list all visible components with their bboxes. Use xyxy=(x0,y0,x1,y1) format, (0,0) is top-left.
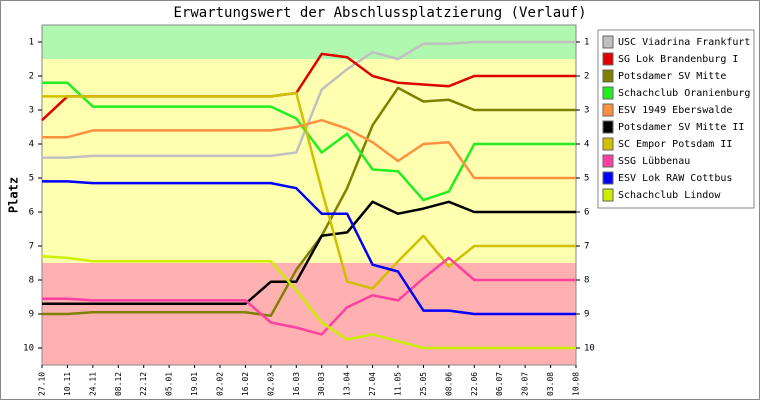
y-axis-label: Platz xyxy=(7,177,21,213)
legend-swatch xyxy=(602,103,614,117)
legend-label: Potsdamer SV Mitte xyxy=(618,71,726,82)
legend-swatch xyxy=(602,86,614,100)
legend-label: ESV 1949 Eberswalde xyxy=(618,105,732,116)
legend-swatch xyxy=(602,188,614,202)
plot-border xyxy=(41,24,577,366)
x-tick-label: 02.02 xyxy=(216,372,225,396)
y-tick-label-right: 10 xyxy=(584,344,595,354)
legend-label: USC Viadrina Frankfurt xyxy=(618,37,750,48)
legend-swatch xyxy=(602,120,614,134)
series-line xyxy=(42,91,576,290)
legend-swatch xyxy=(602,154,614,168)
x-tick-label: 16.03 xyxy=(292,372,301,396)
legend-swatch xyxy=(602,137,614,151)
x-tick-label: 22.06 xyxy=(470,372,479,396)
y-tick-label-right: 6 xyxy=(584,208,589,218)
x-tick-label: 27.10 xyxy=(38,372,47,396)
x-tick-label: 20.07 xyxy=(521,372,530,396)
y-tick-label-right: 3 xyxy=(584,106,589,116)
legend-swatch xyxy=(602,35,614,49)
x-tick-label: 10.11 xyxy=(63,372,72,396)
y-tick-label: 1 xyxy=(29,38,34,48)
band xyxy=(42,59,576,263)
y-tick-label-right: 2 xyxy=(584,72,589,82)
y-tick-label: 5 xyxy=(29,174,34,184)
series-line xyxy=(42,200,576,306)
x-tick-label: 10.08 xyxy=(572,372,581,396)
legend-swatch xyxy=(602,69,614,83)
x-tick-label: 24.11 xyxy=(88,372,97,396)
x-tick-label: 30.03 xyxy=(317,372,326,396)
x-tick-label: 06.07 xyxy=(495,372,504,396)
legend-swatch xyxy=(602,171,614,185)
y-tick-label: 10 xyxy=(23,344,34,354)
series-line xyxy=(42,81,576,202)
y-tick-label: 9 xyxy=(29,310,34,320)
y-tick-label: 8 xyxy=(29,276,34,286)
x-tick-label: 05.01 xyxy=(165,372,174,396)
series-line xyxy=(41,254,576,350)
x-tick-label: 22.12 xyxy=(139,372,148,396)
legend-box xyxy=(597,29,755,209)
x-tick-label: 25.05 xyxy=(419,372,428,396)
x-tick-label: 13.04 xyxy=(343,372,352,396)
x-tick-label: 08.06 xyxy=(444,372,453,396)
y-tick-label-right: 9 xyxy=(584,310,589,320)
y-tick-label: 3 xyxy=(29,106,34,116)
x-tick-label: 11.05 xyxy=(394,372,403,396)
y-tick-label-right: 7 xyxy=(584,242,589,252)
series-line xyxy=(42,40,576,159)
y-tick-label-right: 5 xyxy=(584,174,589,184)
y-tick-label: 6 xyxy=(29,208,34,218)
x-tick-label: 02.03 xyxy=(266,372,275,396)
legend-swatch xyxy=(602,52,614,66)
y-tick-label: 2 xyxy=(29,72,34,82)
series-line xyxy=(42,256,576,336)
series-line xyxy=(42,118,576,180)
y-tick-label-right: 8 xyxy=(584,276,589,286)
x-tick-label: 03.08 xyxy=(546,372,555,396)
y-tick-label: 7 xyxy=(29,242,34,252)
x-tick-label: 27.04 xyxy=(368,372,377,396)
legend-label: Schachclub Oranienburg xyxy=(618,88,750,99)
series-line xyxy=(42,180,576,316)
legend-label: SG Lok Brandenburg I xyxy=(618,54,738,65)
chart-title: Erwartungswert der Abschlussplatzierung … xyxy=(173,5,586,21)
legend-label: SC Empor Potsdam II xyxy=(618,139,732,150)
y-tick-label: 4 xyxy=(29,140,34,150)
legend-label: Schachclub Lindow xyxy=(618,190,721,201)
y-tick-label-right: 4 xyxy=(584,140,589,150)
legend-label: ESV Lok RAW Cottbus xyxy=(618,173,732,184)
y-tick-label-right: 1 xyxy=(584,38,589,48)
x-tick-label: 08.12 xyxy=(114,372,123,396)
x-tick-label: 19.01 xyxy=(190,372,199,396)
legend-label: SSG Lübbenau xyxy=(618,156,690,167)
x-tick-label: 16.02 xyxy=(241,372,250,396)
legend-label: Potsdamer SV Mitte II xyxy=(618,122,744,133)
series-line xyxy=(42,86,576,317)
